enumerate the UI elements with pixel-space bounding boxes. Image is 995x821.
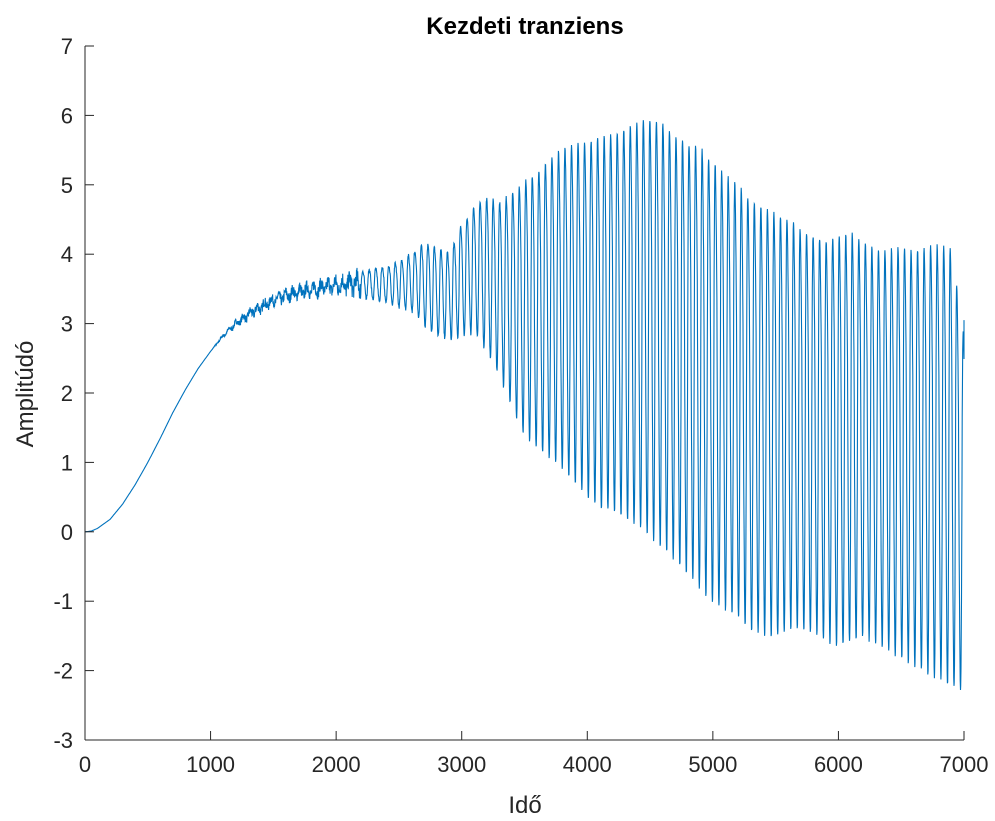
- data-series-line: [85, 120, 965, 691]
- y-tick-label: -1: [53, 589, 73, 614]
- y-tick-label: 6: [61, 103, 73, 128]
- y-tick-label: -2: [53, 659, 73, 684]
- x-axis-label: Idő: [508, 792, 541, 819]
- y-tick-label: 7: [61, 34, 73, 59]
- y-tick-label: 5: [61, 173, 73, 198]
- y-axis-label: Amplitúdó: [12, 341, 39, 448]
- y-tick-label: -3: [53, 728, 73, 753]
- x-tick-label: 4000: [563, 752, 612, 777]
- y-tick-label: 1: [61, 450, 73, 475]
- y-tick-label: 2: [61, 381, 73, 406]
- x-tick-label: 3000: [437, 752, 486, 777]
- x-tick-label: 1000: [186, 752, 235, 777]
- y-tick-label: 0: [61, 520, 73, 545]
- y-tick-label: 4: [61, 242, 73, 267]
- x-tick-label: 0: [79, 752, 91, 777]
- x-axis-ticks: 0 1000 2000 3000 4000 5000 6000 7000: [79, 731, 989, 777]
- y-tick-label: 3: [61, 312, 73, 337]
- x-tick-label: 7000: [940, 752, 989, 777]
- x-tick-label: 5000: [688, 752, 737, 777]
- plot-area: [85, 120, 965, 691]
- x-tick-label: 6000: [814, 752, 863, 777]
- chart-title: Kezdeti tranziens: [426, 13, 623, 40]
- x-tick-label: 2000: [312, 752, 361, 777]
- y-axis-ticks: -3 -2 -1 0 1 2 3 4 5 6 7: [53, 34, 94, 753]
